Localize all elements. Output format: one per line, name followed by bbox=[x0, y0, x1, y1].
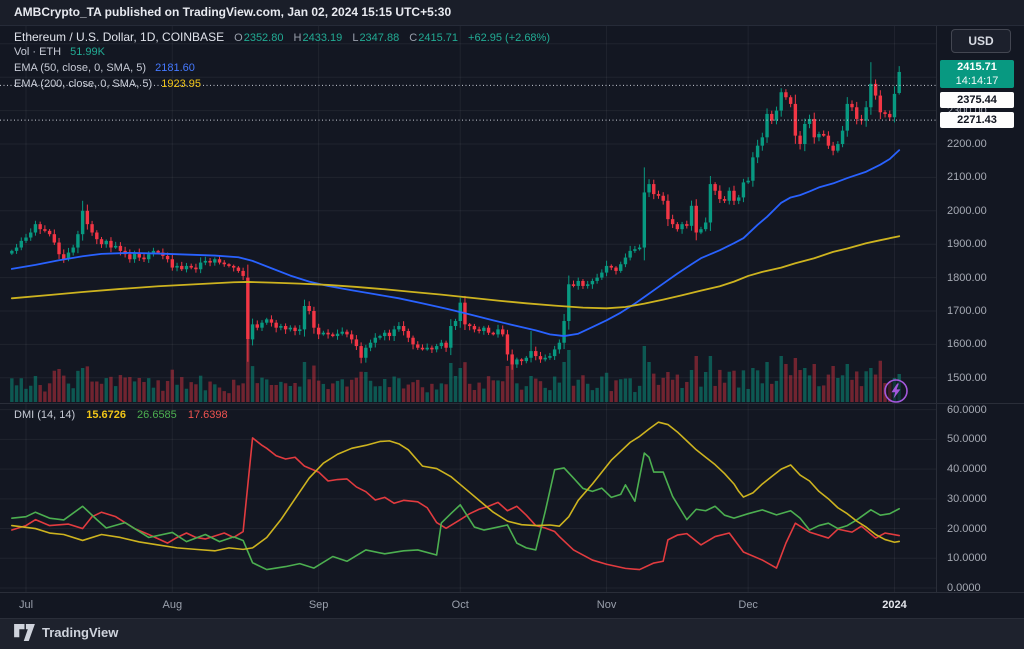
footer-bar bbox=[0, 618, 1024, 649]
current-price: 2415.71 bbox=[957, 60, 997, 73]
change-value: +62.95 (+2.68%) bbox=[468, 32, 550, 44]
price-tick-label: 1500.00 bbox=[947, 371, 987, 384]
price-tick-label: 1600.00 bbox=[947, 338, 987, 351]
low-value: 2347.88 bbox=[359, 32, 400, 44]
open-value: 2352.80 bbox=[243, 32, 284, 44]
volume-legend-row: Vol · ETH 51.99K bbox=[14, 46, 105, 58]
price-tick-label: 2200.00 bbox=[947, 138, 987, 150]
bar-countdown: 14:14:17 bbox=[955, 74, 999, 87]
brand-name: TradingView bbox=[42, 625, 119, 640]
candles bbox=[10, 62, 901, 370]
close-label: C bbox=[409, 32, 418, 44]
symbol-title: Ethereum / U.S. Dollar, 1D, COINBASE bbox=[14, 30, 225, 44]
plus-di-value: 26.6585 bbox=[137, 409, 177, 421]
publisher-line: AMBCrypto_TA published on TradingView.co… bbox=[14, 5, 452, 19]
high-label: H bbox=[293, 32, 302, 44]
dmi-tick-label: 60.0000 bbox=[947, 403, 987, 416]
ema200-value: 1923.95 bbox=[161, 78, 201, 90]
volume-bars bbox=[10, 340, 901, 402]
publisher-bar bbox=[0, 0, 1024, 26]
volume-label: Vol · ETH bbox=[14, 46, 62, 58]
time-axis-label: Jul bbox=[18, 599, 34, 611]
ema50-legend-row: EMA (50, close, 0, SMA, 5) 2181.60 bbox=[14, 62, 195, 74]
time-axis-label: Oct bbox=[451, 599, 469, 611]
minus-di-value: 17.6398 bbox=[187, 409, 228, 421]
tradingview-brand[interactable]: TradingView bbox=[14, 624, 118, 641]
ema200-legend-row: EMA (200, close, 0, SMA, 5) 1923.95 bbox=[14, 78, 201, 90]
dmi-tick-label: 50.0000 bbox=[947, 433, 987, 446]
dmi-tick-label: 20.0000 bbox=[947, 522, 987, 535]
dmi-title: DMI (14, 14) bbox=[14, 409, 76, 421]
time-axis-label: Nov bbox=[596, 599, 617, 611]
time-axis-label: Aug bbox=[162, 599, 183, 611]
open-label: O bbox=[234, 32, 243, 44]
price-tick-label: 2000.00 bbox=[947, 204, 987, 217]
time-scale[interactable]: Jul Aug Sep Oct Nov Dec 2024 bbox=[0, 593, 936, 617]
low-label: L bbox=[352, 32, 359, 44]
lightning-icon[interactable] bbox=[882, 377, 910, 405]
dmi-tick-label: 0.0000 bbox=[947, 582, 981, 594]
dmi-tick-label: 40.0000 bbox=[947, 463, 987, 476]
symbol-legend-row: Ethereum / U.S. Dollar, 1D, COINBASE O23… bbox=[14, 30, 550, 44]
ema50-line bbox=[10, 149, 901, 337]
plus-di-line bbox=[11, 452, 901, 571]
high-value: 2433.19 bbox=[302, 32, 343, 44]
price-tick-label: 1700.00 bbox=[947, 305, 987, 317]
ema200-label: EMA (200, close, 0, SMA, 5) bbox=[14, 78, 153, 90]
time-axis-label: Dec bbox=[738, 599, 758, 611]
adx-value: 15.6726 bbox=[86, 409, 126, 421]
time-axis-label: Sep bbox=[308, 599, 329, 611]
dmi-legend-row: DMI (14, 14) 15.6726 26.6585 17.6398 bbox=[14, 409, 236, 421]
price-tick-label: 1900.00 bbox=[947, 238, 987, 251]
tradingview-logo-icon bbox=[14, 624, 35, 641]
time-axis-label: 2024 bbox=[882, 599, 907, 611]
price-level-badge: 2271.43 bbox=[940, 112, 1014, 129]
ema200-line bbox=[10, 235, 901, 310]
dmi-tick-label: 10.0000 bbox=[947, 552, 987, 565]
price-level-badge: 2375.44 bbox=[940, 91, 1014, 108]
current-price-badge: 2415.71 14:14:17 bbox=[940, 59, 1014, 88]
ema50-label: EMA (50, close, 0, SMA, 5) bbox=[14, 62, 147, 74]
close-value: 2415.71 bbox=[418, 32, 458, 44]
ema50-value: 2181.60 bbox=[155, 62, 195, 74]
minus-di-line bbox=[11, 437, 901, 571]
adx-line bbox=[11, 421, 901, 552]
volume-value: 51.99K bbox=[70, 46, 106, 58]
price-tick-label: 1800.00 bbox=[947, 271, 987, 284]
dmi-tick-label: 30.0000 bbox=[947, 492, 987, 505]
price-scale[interactable]: 2200.00 2100.00 2000.00 1900.00 1800.00 1700.… bbox=[936, 25, 1024, 594]
currency-toggle-button[interactable]: USD bbox=[951, 29, 1011, 53]
price-tick-label: 2100.00 bbox=[947, 171, 987, 184]
